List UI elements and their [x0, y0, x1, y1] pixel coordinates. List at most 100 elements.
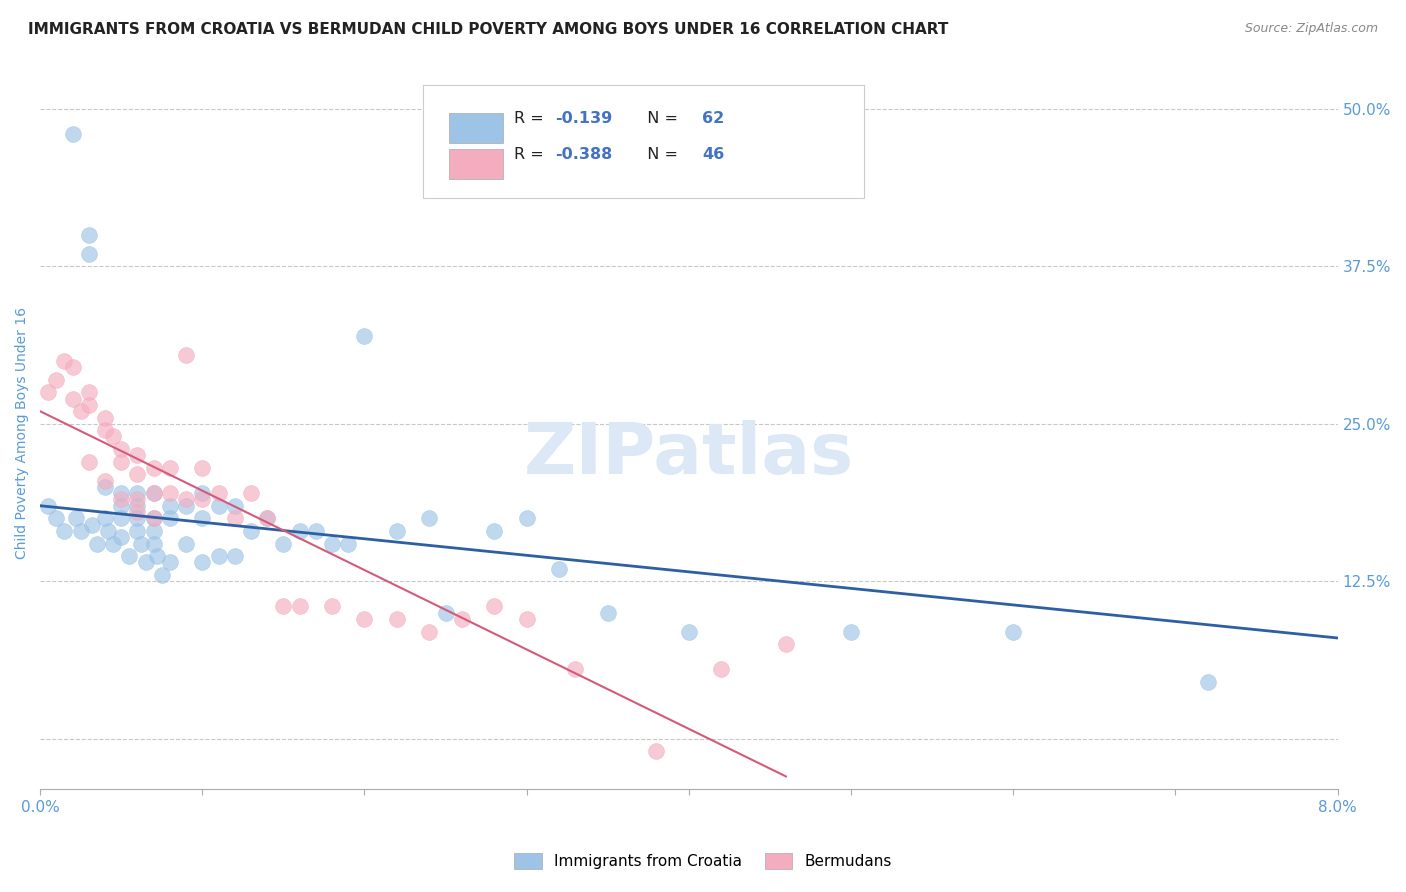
- Point: [94, 423, 117, 437]
- Point: [484, 599, 506, 614]
- Point: [239, 486, 262, 500]
- Point: [710, 663, 733, 677]
- Point: [94, 480, 117, 494]
- Point: [110, 530, 132, 544]
- Point: [353, 612, 375, 626]
- Point: [516, 511, 538, 525]
- Point: [127, 467, 149, 482]
- Point: [86, 536, 108, 550]
- Text: N =: N =: [637, 112, 683, 127]
- Point: [337, 536, 360, 550]
- Point: [94, 410, 117, 425]
- Point: [142, 486, 165, 500]
- Point: [418, 624, 440, 639]
- Point: [450, 612, 472, 626]
- Point: [110, 455, 132, 469]
- Point: [224, 499, 246, 513]
- Point: [110, 486, 132, 500]
- Point: [97, 524, 120, 538]
- Point: [678, 624, 700, 639]
- Point: [239, 524, 262, 538]
- Text: -0.388: -0.388: [555, 147, 613, 161]
- Point: [191, 511, 214, 525]
- Point: [207, 549, 229, 563]
- Text: N =: N =: [637, 147, 683, 161]
- Point: [80, 517, 103, 532]
- Text: ZIPatlas: ZIPatlas: [524, 420, 853, 489]
- Point: [484, 524, 506, 538]
- Point: [110, 499, 132, 513]
- Text: Source: ZipAtlas.com: Source: ZipAtlas.com: [1244, 22, 1378, 36]
- Point: [150, 568, 173, 582]
- Point: [564, 663, 586, 677]
- Point: [548, 562, 571, 576]
- Point: [596, 606, 619, 620]
- Text: R =: R =: [513, 112, 548, 127]
- Point: [77, 398, 100, 412]
- Point: [305, 524, 328, 538]
- Point: [191, 492, 214, 507]
- Point: [127, 499, 149, 513]
- Point: [256, 511, 278, 525]
- Point: [273, 599, 295, 614]
- Point: [174, 492, 197, 507]
- Point: [110, 492, 132, 507]
- Point: [118, 549, 141, 563]
- Legend: Immigrants from Croatia, Bermudans: Immigrants from Croatia, Bermudans: [508, 847, 898, 875]
- Point: [37, 385, 59, 400]
- Point: [127, 448, 149, 462]
- Point: [127, 492, 149, 507]
- Point: [174, 536, 197, 550]
- Point: [110, 442, 132, 456]
- Point: [273, 536, 295, 550]
- Point: [65, 511, 87, 525]
- Point: [288, 599, 311, 614]
- Point: [385, 612, 408, 626]
- Point: [207, 499, 229, 513]
- Point: [129, 536, 152, 550]
- Point: [127, 524, 149, 538]
- FancyBboxPatch shape: [423, 85, 865, 198]
- Text: R =: R =: [513, 147, 548, 161]
- Point: [127, 511, 149, 525]
- Point: [207, 486, 229, 500]
- Point: [146, 549, 169, 563]
- Y-axis label: Child Poverty Among Boys Under 16: Child Poverty Among Boys Under 16: [15, 307, 30, 559]
- Point: [69, 524, 91, 538]
- Point: [101, 536, 124, 550]
- Point: [159, 555, 181, 569]
- Point: [775, 637, 797, 651]
- FancyBboxPatch shape: [449, 113, 503, 143]
- Point: [77, 385, 100, 400]
- Point: [321, 536, 343, 550]
- Point: [321, 599, 343, 614]
- Point: [110, 511, 132, 525]
- Point: [62, 392, 84, 406]
- Point: [53, 524, 76, 538]
- Point: [62, 127, 84, 141]
- Point: [142, 536, 165, 550]
- Point: [159, 461, 181, 475]
- Point: [839, 624, 862, 639]
- Point: [1002, 624, 1025, 639]
- Point: [77, 455, 100, 469]
- Point: [191, 461, 214, 475]
- Point: [224, 511, 246, 525]
- Point: [645, 744, 668, 758]
- Point: [142, 524, 165, 538]
- Point: [159, 511, 181, 525]
- Point: [94, 474, 117, 488]
- Point: [77, 247, 100, 261]
- Point: [101, 429, 124, 443]
- Point: [385, 524, 408, 538]
- Point: [45, 511, 67, 525]
- Point: [77, 227, 100, 242]
- Point: [159, 486, 181, 500]
- Point: [1197, 675, 1219, 690]
- Point: [418, 511, 440, 525]
- Point: [256, 511, 278, 525]
- Point: [174, 499, 197, 513]
- Point: [53, 354, 76, 368]
- Text: 62: 62: [702, 112, 724, 127]
- Point: [288, 524, 311, 538]
